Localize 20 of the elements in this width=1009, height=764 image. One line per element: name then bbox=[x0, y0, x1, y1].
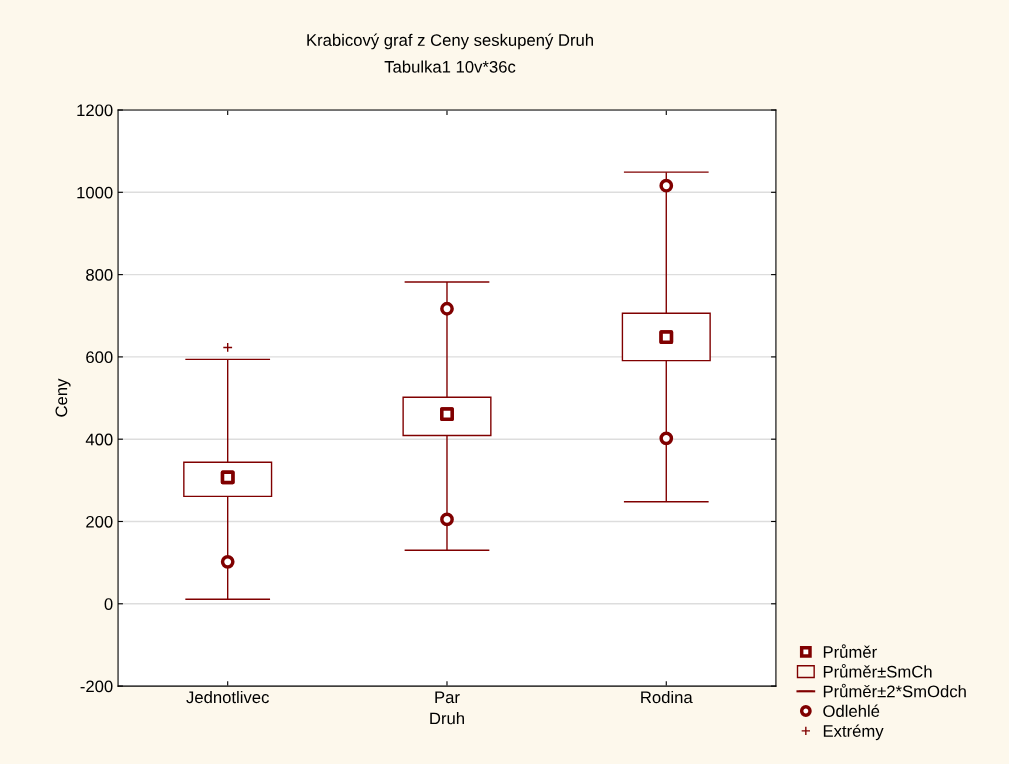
legend-label: Průměr±SmCh bbox=[823, 664, 932, 678]
y-tick-label: -200 bbox=[80, 680, 113, 693]
legend-label: Extrémy bbox=[823, 724, 884, 741]
legend-label: Odlehlé bbox=[823, 704, 880, 718]
y-tick-label: 1000 bbox=[77, 186, 113, 199]
x-tick-label: Par bbox=[435, 691, 460, 704]
legend-label: Průměr±2*SmOdch bbox=[823, 683, 966, 698]
y-tick-label: 200 bbox=[86, 515, 113, 528]
x-axis-title: Druh bbox=[430, 712, 464, 725]
y-tick-label: 600 bbox=[86, 351, 113, 364]
chart-title: Krabicový graf z Ceny seskupený Druh bbox=[307, 33, 593, 50]
y-tick-label: 800 bbox=[86, 269, 113, 281]
legend-label: Průměr bbox=[823, 644, 877, 658]
y-tick-label: 0 bbox=[104, 598, 113, 610]
x-tick-label: Jednotlivec bbox=[186, 690, 269, 704]
y-tick-label: 400 bbox=[85, 433, 113, 446]
x-tick-label: Rodina bbox=[641, 690, 693, 704]
y-axis-title: Ceny bbox=[55, 378, 71, 417]
chart-subtitle: Tabulka1 10v*36c bbox=[384, 60, 516, 73]
y-tick-label: 1200 bbox=[77, 104, 113, 117]
